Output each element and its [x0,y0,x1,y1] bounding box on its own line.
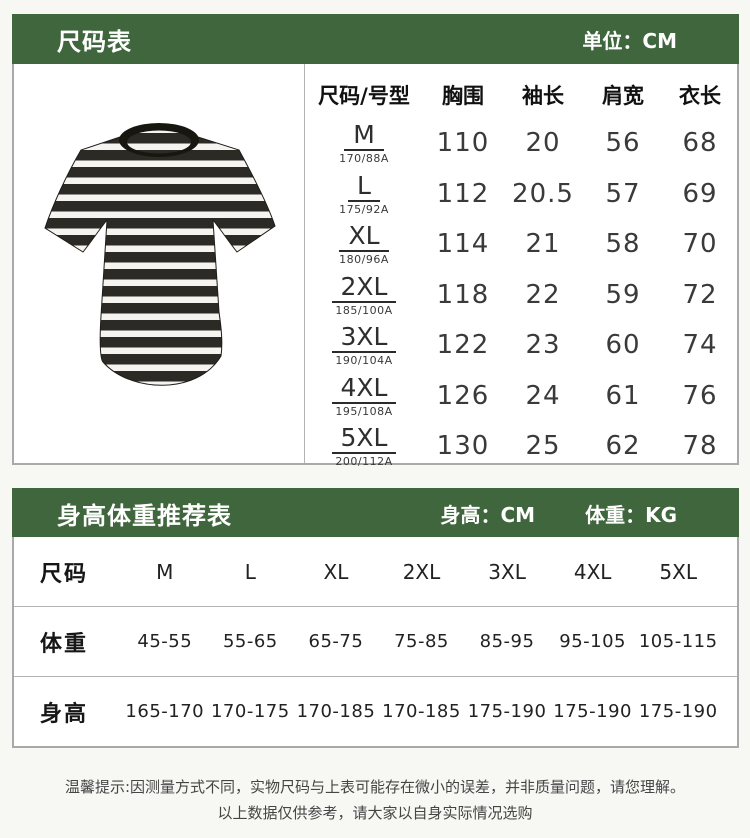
size-name: 5XL [331,425,397,455]
size-cell: 5XL 200/112A [305,425,423,467]
size-model: 175/92A [339,202,389,216]
weight-range-4: 85-95 [479,631,535,652]
sleeve-value: 22 [525,279,561,310]
sleeve-value: 23 [525,330,561,361]
chest-value: 114 [436,229,490,260]
shoulder-value: 56 [605,128,641,159]
weight-range-1: 55-65 [222,631,278,652]
size-name: 4XL [331,375,397,404]
height-weight-box: 尺码 M L XL 2XL 3XL 4XL 5XL 体重 45-55 55-65 65-75 75-8… [12,537,739,748]
length-value: 70 [682,229,718,260]
size-option-0: M [156,559,174,584]
length-value: 68 [682,128,718,159]
sleeve-value: 24 [525,380,561,411]
chest-value: 118 [436,279,490,310]
sleeve-value: 25 [525,431,561,462]
length-value: 72 [682,279,718,310]
shoulder-value: 58 [605,229,641,260]
size-model: 200/112A [335,455,393,469]
size-option-1: L [244,559,256,584]
row-label: 尺码 [40,561,89,587]
chest-value: 122 [436,330,490,361]
chest-value: 130 [436,431,490,462]
size-cell: 3XL 190/104A [305,324,423,366]
size-row: 尺码 M L XL 2XL 3XL 4XL 5XL [14,537,737,606]
footer-note: 温馨提示:因测量方式不同，实物尺码与上表可能存在微小的误差，并非质量问题，请您理… [0,774,750,826]
weight-range-3: 75-85 [394,631,449,652]
height-range-0: 165-170 [125,701,205,722]
weight-unit-label: 体重：KG [585,502,677,527]
size-name: 3XL [331,324,397,354]
unit-cm-label: 单位：CM [582,28,677,53]
striped-tshirt-image [44,123,276,386]
weight-range-5: 95-105 [559,631,627,652]
row-label: 体重 [40,631,89,657]
size-model: 180/96A [339,253,389,267]
weight-range-0: 45-55 [137,631,193,652]
footer-note-line1: 温馨提示:因测量方式不同，实物尺码与上表可能存在微小的误差，并非质量问题，请您理… [64,778,686,796]
column-header-0: 尺码/号型 [318,84,410,108]
height-unit-label: 身高：CM [440,502,536,527]
column-header-3: 肩宽 [602,84,644,108]
height-range-6: 175-190 [638,701,718,722]
sleeve-value: 21 [525,229,561,260]
size-name: XL [339,223,389,253]
length-value: 74 [682,330,718,361]
size-option-4: 3XL [488,559,526,584]
shoulder-value: 60 [605,330,641,361]
size-option-2: XL [323,559,349,584]
weight-row: 体重 45-55 55-65 65-75 75-85 85-95 95-105 105-115 [14,606,737,676]
chest-value: 126 [436,380,490,411]
height-range-5: 175-190 [553,701,632,722]
sleeve-value: 20.5 [512,178,574,209]
sleeve-value: 20 [525,128,561,159]
length-value: 78 [682,431,718,462]
measurement-table: 尺码/号型 胸围 袖长 肩宽 衣长 M 170/88A 110 20 56 68 L 175/92A 11… [305,64,737,467]
size-cell: 4XL 195/108A [305,375,423,417]
footer-note-line2: 以上数据仅供参考，请大家以自身实际情况选购 [217,804,533,822]
size-chart-units: 单位：CM [582,25,677,54]
chest-value: 110 [436,128,490,159]
height-weight-header-bar: 身高体重推荐表 身高：CM 体重：KG [12,488,739,538]
size-name: 2XL [331,274,397,303]
row-label: 身高 [40,701,89,727]
size-cell: XL 180/96A [305,223,423,265]
shoulder-value: 57 [605,178,641,209]
height-range-4: 175-190 [467,701,547,722]
column-header-4: 衣长 [679,84,721,108]
shoulder-value: 62 [605,431,641,462]
height-weight-title: 身高体重推荐表 [57,501,232,530]
weight-range-2: 65-75 [308,631,364,652]
size-model: 195/108A [335,404,393,418]
size-model: 185/100A [335,303,393,317]
size-model: 190/104A [335,354,393,368]
column-header-2: 袖长 [522,84,564,108]
weight-range-6: 105-115 [638,631,718,652]
column-header-1: 胸围 [442,84,484,108]
size-cell: L 175/92A [305,173,423,215]
size-model: 170/88A [339,152,389,166]
length-value: 69 [682,178,718,209]
size-cell: 2XL 185/100A [305,274,423,316]
size-option-5: 4XL [573,559,612,584]
product-photo-pane [14,64,305,463]
height-row: 身高 165-170 170-175 170-185 170-185 175-190 175… [14,676,737,746]
height-weight-units: 身高：CM 体重：KG [440,499,677,528]
height-range-3: 170-185 [382,701,461,722]
length-value: 76 [682,380,718,411]
size-name: L [348,173,380,202]
size-name: M [344,122,384,152]
size-chart-box: 尺码/号型 胸围 袖长 肩宽 衣长 M 170/88A 110 20 56 68 L 175/92A 11… [12,64,739,467]
height-range-1: 170-175 [210,701,290,722]
size-option-3: 2XL [402,559,441,584]
size-chart-header-bar: 尺码表 单位：CM [12,14,739,64]
size-chart-title: 尺码表 [57,27,132,56]
size-option-6: 5XL [659,559,697,584]
chest-value: 112 [436,178,490,209]
shoulder-value: 59 [605,279,641,310]
size-cell: M 170/88A [305,122,423,164]
shoulder-value: 61 [605,380,641,411]
height-range-2: 170-185 [296,701,376,722]
